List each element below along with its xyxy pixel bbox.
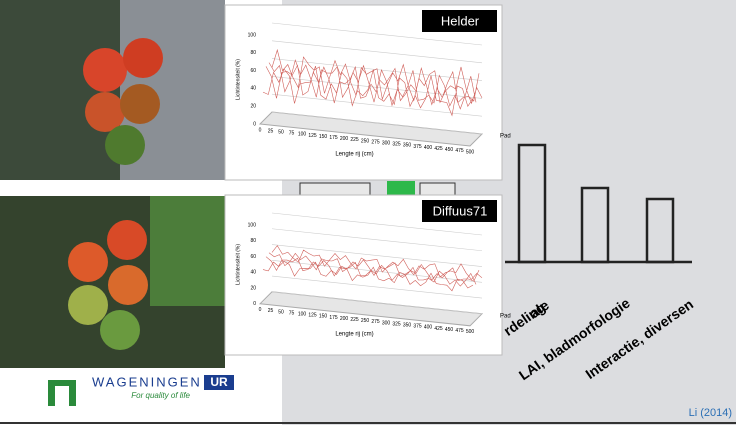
- x-tick-label: 50: [278, 309, 284, 315]
- y-tick-label: 20: [250, 104, 256, 110]
- y-tick-label: 80: [250, 50, 256, 56]
- y-tick-label: 40: [250, 270, 256, 276]
- x-tick-label: 250: [361, 138, 370, 144]
- x-tick-label: 350: [403, 323, 412, 329]
- x-tick-label: 150: [319, 134, 328, 140]
- x-tick-label: 175: [329, 315, 338, 321]
- x-tick-label: 300: [382, 141, 391, 147]
- x-tick-label: 25: [268, 308, 274, 314]
- x-tick-label: 175: [329, 135, 338, 141]
- x-tick-label: 150: [319, 314, 328, 320]
- x-tick-label: 450: [445, 147, 454, 153]
- logo-name: WAGENINGEN: [92, 374, 202, 389]
- x-tick-label: 300: [382, 320, 391, 326]
- y-tick-label: 0: [253, 121, 256, 127]
- x-tick-label: 125: [308, 133, 317, 139]
- slide: ale rdeling LAI, bladmorfologie Interact…: [0, 0, 736, 425]
- x-tick-label: 400: [424, 325, 433, 331]
- photo: [0, 0, 225, 180]
- x-tick-label: 500: [466, 329, 475, 335]
- panel-label: Diffuus71: [433, 203, 488, 218]
- x-tick-label: 500: [466, 149, 475, 155]
- y-tick-label: 100: [248, 32, 257, 38]
- x-tick-label: 25: [268, 128, 274, 134]
- depth-axis-label: Pad: [500, 134, 511, 140]
- logo-tagline: For quality of life: [131, 391, 190, 400]
- x-tick-label: 75: [289, 310, 295, 316]
- x-tick-label: 50: [278, 130, 284, 136]
- x-tick-label: 275: [371, 139, 380, 145]
- y-tick-label: 40: [250, 86, 256, 92]
- x-tick-label: 425: [434, 326, 443, 332]
- x-tick-label: 0: [259, 127, 262, 133]
- x-tick-label: 200: [340, 136, 349, 142]
- x-tick-label: 450: [445, 327, 454, 333]
- y-axis-label: Lichtintensiteit (%): [235, 244, 241, 285]
- y-tick-label: 60: [250, 254, 256, 260]
- x-tick-label: 425: [434, 146, 443, 152]
- x-tick-label: 225: [350, 137, 359, 143]
- x-tick-label: 100: [298, 312, 307, 318]
- y-tick-label: 80: [250, 238, 256, 244]
- logo-suffix: UR: [210, 375, 228, 389]
- x-tick-label: 325: [392, 142, 401, 148]
- depth-axis-label: Pad: [500, 313, 511, 319]
- x-tick-label: 350: [403, 143, 412, 149]
- y-tick-label: 100: [248, 222, 257, 228]
- x-axis-label: Lengte rij (cm): [335, 331, 373, 337]
- x-tick-label: 250: [361, 318, 370, 324]
- x-tick-label: 375: [413, 324, 422, 330]
- x-tick-label: 475: [455, 148, 464, 154]
- x-tick-label: 0: [259, 307, 262, 313]
- x-tick-label: 400: [424, 145, 433, 151]
- x-tick-label: 100: [298, 132, 307, 138]
- y-axis-label: Lichtintensiteit (%): [235, 59, 241, 100]
- photo: [0, 196, 225, 368]
- y-tick-label: 0: [253, 301, 256, 307]
- x-tick-label: 325: [392, 321, 401, 327]
- x-tick-label: 375: [413, 144, 422, 150]
- panel-label: Helder: [441, 13, 480, 28]
- x-tick-label: 225: [350, 317, 359, 323]
- x-tick-label: 200: [340, 316, 349, 322]
- x-axis-label: Lengte rij (cm): [335, 152, 373, 158]
- y-tick-label: 60: [250, 68, 256, 74]
- citation: Li (2014): [689, 407, 732, 419]
- x-tick-label: 125: [308, 313, 317, 319]
- y-tick-label: 20: [250, 285, 256, 291]
- x-tick-label: 475: [455, 328, 464, 334]
- x-tick-label: 75: [289, 131, 295, 137]
- x-tick-label: 275: [371, 319, 380, 325]
